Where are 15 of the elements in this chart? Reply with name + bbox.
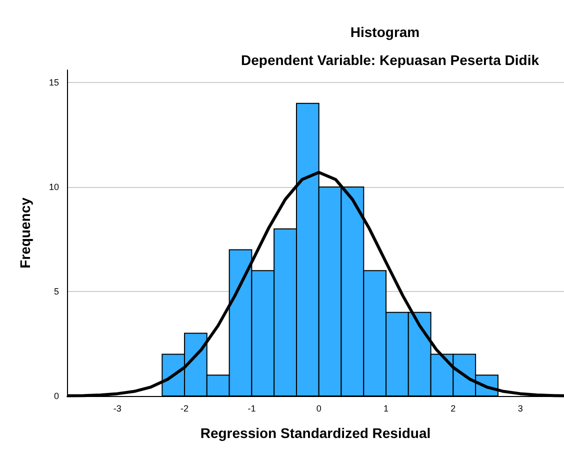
x-tick-label: 0 xyxy=(316,404,322,414)
x-tick-label: 2 xyxy=(450,404,456,414)
x-tick-label: 1 xyxy=(384,404,389,414)
y-tick-label: 5 xyxy=(54,286,59,297)
y-axis-title: Frequency xyxy=(17,197,33,268)
x-tick-label: -1 xyxy=(248,404,256,414)
chart-title: Histogram xyxy=(350,24,420,40)
x-axis-title: Regression Standardized Residual xyxy=(200,425,431,441)
chart-subtitle: Dependent Variable: Kepuasan Peserta Didik xyxy=(241,52,540,68)
y-tick-label: 0 xyxy=(54,391,59,401)
x-tick-label: -3 xyxy=(113,404,122,414)
x-tick-label: 3 xyxy=(518,404,523,414)
x-tick-label: -2 xyxy=(180,404,189,414)
y-tick-label: 15 xyxy=(48,78,59,88)
y-tick-label: 10 xyxy=(48,182,59,192)
